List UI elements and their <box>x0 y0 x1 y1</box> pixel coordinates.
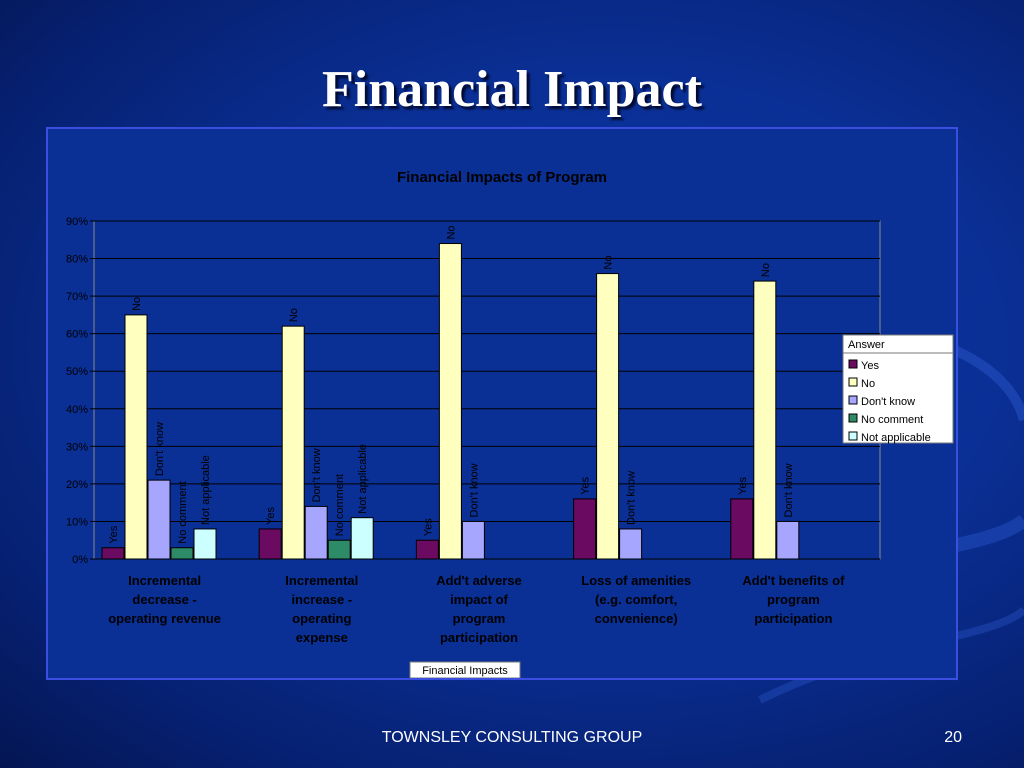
bar-yes <box>573 498 597 560</box>
bar-no <box>596 273 620 560</box>
bar-don-t-know <box>776 520 800 560</box>
data-label: No <box>603 256 615 270</box>
bar-yes <box>415 539 439 560</box>
y-tick-label: 30% <box>66 441 88 453</box>
legend-swatch <box>848 377 858 387</box>
bar-no <box>753 280 777 560</box>
data-label: No <box>445 225 457 239</box>
x-tick-label: Loss of amenities <box>581 573 691 588</box>
x-tick-label: participation <box>754 611 832 626</box>
legend-swatch <box>848 431 858 441</box>
x-tick-label: Incremental <box>128 573 201 588</box>
x-tick-label: decrease - <box>132 592 196 607</box>
data-label: No <box>288 308 300 322</box>
legend-swatch <box>848 395 858 405</box>
data-label: Don't know <box>468 463 480 517</box>
bar-don-t-know <box>461 520 485 560</box>
x-tick-label: impact of <box>450 592 508 607</box>
bar-not-applicable <box>350 517 374 560</box>
y-tick-label: 90% <box>66 216 88 228</box>
data-label: Not applicable <box>357 444 369 514</box>
bar-yes <box>101 547 125 560</box>
x-tick-label: operating revenue <box>108 611 221 626</box>
data-label: Don't know <box>154 422 166 476</box>
x-tick-label: Incremental <box>285 573 358 588</box>
chart-frame: Financial Impacts of Program 0% 10% 20% 30% 4… <box>46 127 958 680</box>
legend-swatch <box>848 413 858 423</box>
data-label: Don't know <box>783 463 795 517</box>
data-label: Not applicable <box>200 455 212 525</box>
bar-yes <box>730 498 754 560</box>
x-tick-label: (e.g. comfort, <box>595 592 677 607</box>
data-label: No <box>131 297 143 311</box>
y-tick-label: 50% <box>66 366 88 378</box>
data-label: No <box>760 263 772 277</box>
legend-entry: No <box>861 378 875 390</box>
x-tick-label: increase - <box>291 592 352 607</box>
x-tick-label: participation <box>440 630 518 645</box>
legend-swatch <box>848 359 858 369</box>
bar-don-t-know <box>619 528 643 560</box>
data-label: Yes <box>580 476 592 494</box>
y-tick-label: 20% <box>66 479 88 491</box>
data-label: Yes <box>737 476 749 494</box>
page-number: 20 <box>944 729 962 746</box>
legend-box <box>842 334 954 444</box>
x-axis-label: Financial Impacts <box>422 665 508 677</box>
bar-not-applicable <box>193 528 217 560</box>
x-tick-label: program <box>453 611 506 626</box>
x-tick-label: program <box>767 592 820 607</box>
data-label: Yes <box>265 507 277 525</box>
legend-entry: Not applicable <box>861 432 931 444</box>
data-label: Yes <box>422 518 434 536</box>
slide-title: Financial Impact <box>322 61 702 118</box>
footer-text: TOWNSLEY CONSULTING GROUP <box>381 729 643 746</box>
bar-no <box>124 314 148 560</box>
y-tick-label: 70% <box>66 291 88 303</box>
x-tick-label: operating <box>292 611 351 626</box>
bar-yes <box>258 528 282 560</box>
y-tick-label: 80% <box>66 254 88 266</box>
data-label: No comment <box>334 474 346 536</box>
x-tick-label: expense <box>296 630 348 645</box>
y-tick-label: 0% <box>72 554 88 566</box>
data-label: Don't know <box>626 471 638 525</box>
chart-title: Financial Impacts of Program <box>397 169 607 186</box>
bar-no <box>281 325 305 560</box>
legend-entry: No comment <box>861 414 923 426</box>
bar-don-t-know <box>304 505 328 560</box>
legend-entry: Yes <box>861 360 879 372</box>
data-label: No comment <box>177 481 189 543</box>
bar-no-comment <box>170 547 194 560</box>
y-tick-label: 40% <box>66 404 88 416</box>
y-tick-label: 60% <box>66 329 88 341</box>
bar-don-t-know <box>147 479 171 560</box>
legend-entry: Don't know <box>861 396 915 408</box>
bar-no-comment <box>327 539 351 560</box>
data-label: Don't know <box>311 448 323 502</box>
legend-title: Answer <box>848 339 885 351</box>
data-label: Yes <box>108 525 120 543</box>
bar-no <box>438 243 462 560</box>
y-tick-label: 10% <box>66 516 88 528</box>
bar-chart: Financial Impacts of Program 0% 10% 20% 30% 4… <box>66 169 954 679</box>
x-tick-label: convenience) <box>595 611 678 626</box>
x-tick-label: Add't benefits of <box>742 573 845 588</box>
x-tick-label: Add't adverse <box>436 573 521 588</box>
